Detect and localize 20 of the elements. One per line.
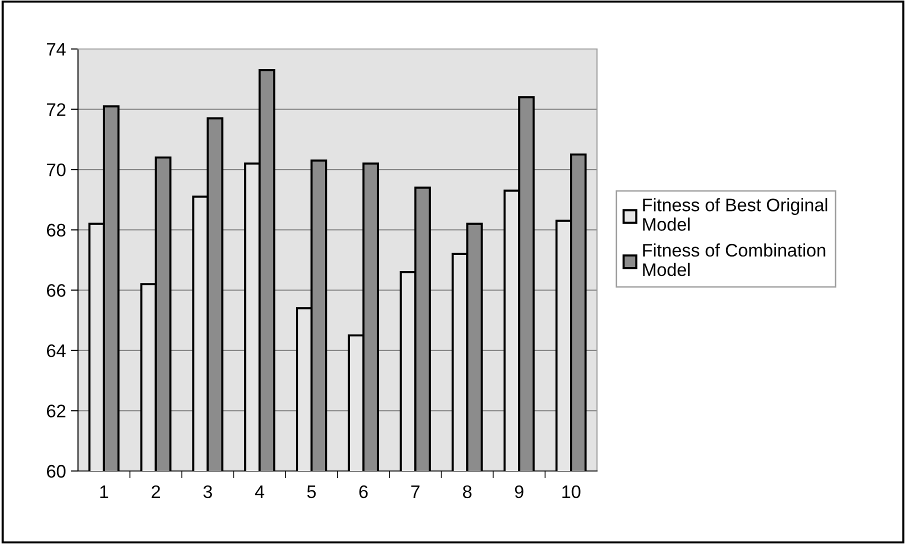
x-tick-label: 1 — [100, 486, 108, 498]
x-tick-label: 4 — [255, 486, 264, 498]
y-tick-label: 68 — [47, 224, 66, 237]
x-tick-label: 6 — [359, 485, 368, 498]
y-tick-label: 62 — [47, 404, 66, 418]
y-tick-label: 64 — [47, 344, 66, 358]
x-tick-label: 8 — [463, 485, 472, 498]
y-tick-label: 60 — [47, 464, 66, 478]
y-tick-label: 70 — [47, 164, 66, 176]
y-tick-label: 74 — [47, 43, 66, 56]
x-tick-label: 9 — [514, 485, 524, 498]
legend-label: Fitness of Best Original Model — [643, 198, 828, 231]
legend-label: Fitness of Combination Model — [643, 243, 826, 276]
x-tick-label: 3 — [203, 485, 212, 498]
x-tick-label: 2 — [152, 485, 160, 498]
x-tick-label: 7 — [411, 486, 420, 498]
x-tick-label: 5 — [307, 486, 316, 498]
x-tick-label: 10 — [562, 485, 580, 498]
y-tick-label: 66 — [47, 284, 66, 297]
y-tick-label: 72 — [47, 103, 66, 116]
